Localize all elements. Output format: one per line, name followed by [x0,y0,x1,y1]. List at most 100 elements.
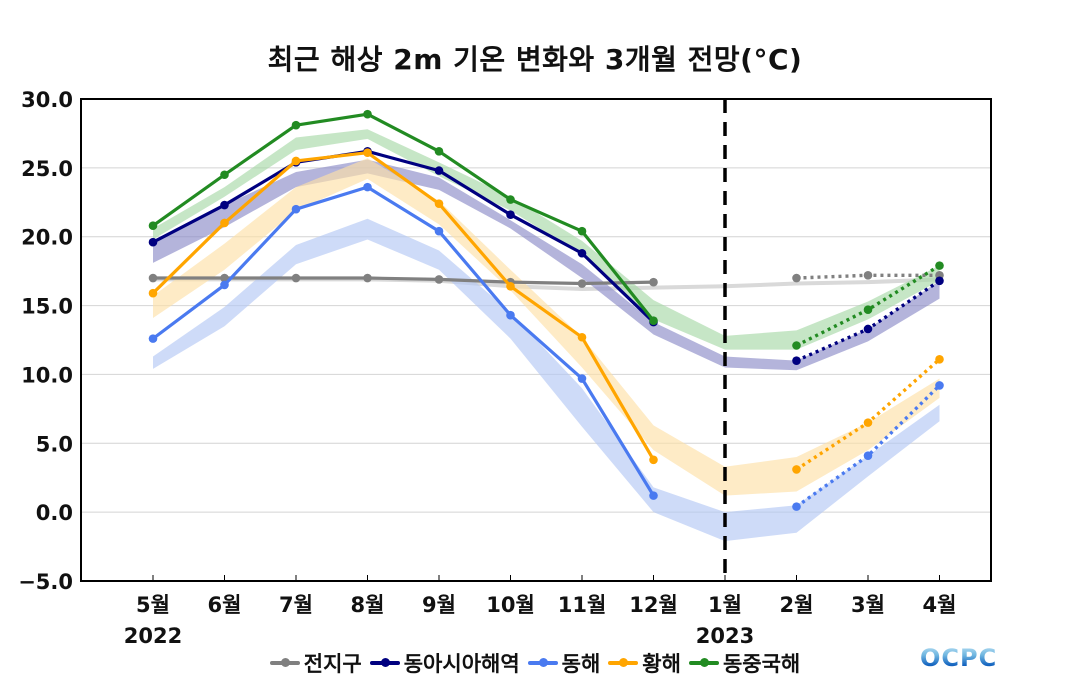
legend-swatch-icon [688,658,719,667]
axis-layer: −5.0 0.0 5.0 10.0 15.0 20.0 25.0 30.0 5월 6월 7월 8월 9월… [18,88,992,648]
data-point [792,341,801,350]
data-point [863,305,873,315]
legend-item-yellow-sea[interactable]: 황해 [608,648,681,678]
ocpc-logo: OCPC [920,644,998,672]
data-point [935,381,944,390]
observed-line [153,276,654,286]
x-tick-label: 5월 [136,593,170,617]
data-point [863,324,873,334]
legend-item-east-china-sea[interactable]: 동중국해 [688,648,801,678]
legend-item-east-sea[interactable]: 동해 [527,648,601,678]
data-point [506,310,515,320]
data-point [863,451,873,460]
data-point [220,273,229,283]
data-point [935,354,944,364]
range-band [153,158,940,496]
x-tick-label: 4월 [923,593,957,617]
data-point [220,170,229,180]
data-point [363,109,372,119]
data-point [148,221,158,230]
data-point [649,491,658,500]
data-point [434,226,444,236]
data-point [577,248,587,258]
band-layer [153,129,940,542]
data-point [220,280,229,290]
data-point [863,270,873,280]
line-layer [148,109,944,511]
data-point [577,226,587,236]
forecast-line [795,279,941,363]
observed-line [151,151,655,461]
data-point [291,273,301,283]
observed-line [152,112,655,322]
data-point [434,275,444,284]
data-point [220,200,229,210]
observed-line [152,185,655,497]
data-point [220,218,229,228]
data-point [577,279,587,288]
legend: 전지구 동아시아해역 동해 황해 동중국해 [0,648,1070,678]
year-label: 2022 [124,624,182,648]
x-tick-label: 11월 [558,593,607,617]
data-point [577,374,587,383]
data-point [649,316,658,326]
data-point [506,210,515,219]
y-tick-label: 5.0 [36,432,73,456]
data-point [434,199,444,208]
data-point [291,120,301,130]
x-tick-label: 9월 [422,593,456,617]
y-tick-label: 15.0 [21,295,73,319]
data-point [935,276,944,286]
data-point [148,334,158,343]
y-tick-label: 0.0 [36,501,73,525]
data-point [506,195,515,204]
x-tick-label: 1월 [708,593,742,617]
x-tick-label: 8월 [351,593,385,617]
data-point [363,148,372,158]
data-point [792,465,801,474]
y-tick-label: 30.0 [21,88,73,112]
data-point [363,273,372,283]
data-point [148,273,158,283]
data-point [291,204,301,214]
data-point [506,281,515,291]
legend-item-east-asia-seas[interactable]: 동아시아해역 [369,648,520,678]
y-tick-label: 20.0 [21,226,73,250]
legend-swatch-icon [269,658,300,667]
data-point [148,237,158,247]
legend-label: 동중국해 [722,652,801,676]
x-tick-label: 3월 [851,593,885,617]
legend-swatch-icon [369,658,400,667]
plot-frame [80,98,992,582]
x-tick-label: 2월 [780,593,814,617]
legend-swatch-icon [527,658,558,667]
legend-label: 동해 [561,652,601,676]
data-point [792,273,801,283]
data-point [863,418,873,427]
observed-line [152,149,655,324]
legend-item-global[interactable]: 전지구 [269,648,362,678]
legend-label: 전지구 [303,652,362,676]
data-point [363,182,372,192]
y-tick-label: −5.0 [18,570,73,594]
year-label: 2023 [696,624,754,648]
data-point [434,166,444,175]
legend-label: 황해 [642,652,681,676]
y-tick-label: 25.0 [21,157,73,181]
data-point [649,455,658,465]
data-point [434,147,444,156]
forecast-line [795,384,941,509]
x-tick-label: 10월 [486,593,535,617]
data-point [148,288,158,298]
legend-swatch-icon [608,658,639,667]
x-tick-label: 12월 [629,593,678,617]
x-tick-label: 6월 [208,593,242,617]
data-point [792,502,801,511]
data-point [935,261,944,270]
range-band [153,218,940,542]
y-tick-label: 10.0 [21,363,73,387]
data-point [649,277,658,287]
legend-label: 동아시아해역 [403,652,520,676]
data-point [577,332,587,342]
